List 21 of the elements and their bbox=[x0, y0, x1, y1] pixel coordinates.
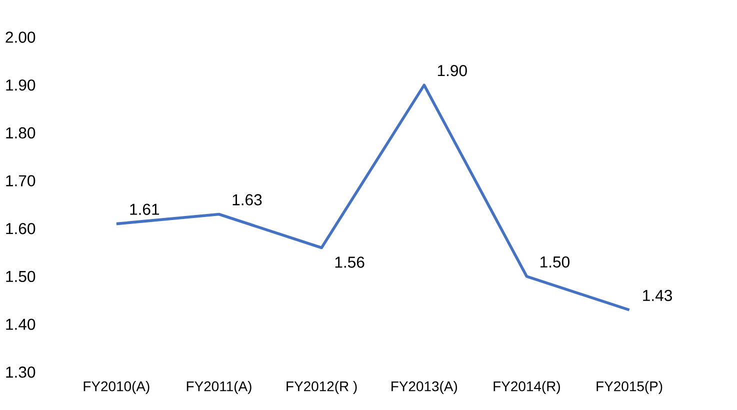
y-tick-label: 1.90 bbox=[6, 79, 36, 91]
y-tick-label: 1.30 bbox=[6, 366, 36, 378]
x-tick-label: FY2014(R) bbox=[494, 380, 560, 394]
y-tick-label: 1.50 bbox=[6, 270, 36, 282]
data-label: 1.56 bbox=[335, 256, 364, 268]
x-tick-label: FY2015(P) bbox=[596, 380, 662, 394]
x-tick-label: FY2013(A) bbox=[392, 380, 458, 394]
y-tick-label: 1.70 bbox=[6, 175, 36, 186]
line-series bbox=[115, 84, 631, 312]
y-tick-label: 1.60 bbox=[6, 222, 36, 234]
data-label: 1.43 bbox=[643, 290, 672, 301]
y-tick-label: 2.00 bbox=[6, 31, 36, 43]
data-label: 1.50 bbox=[540, 256, 570, 268]
data-label: 1.63 bbox=[232, 194, 262, 206]
y-tick-label: 1.80 bbox=[6, 127, 36, 138]
y-tick-label: 1.40 bbox=[6, 318, 36, 330]
data-label: 1.61 bbox=[130, 204, 160, 215]
x-tick-label: FY2011(A) bbox=[186, 380, 252, 394]
data-label: 1.90 bbox=[438, 64, 467, 76]
x-tick-label: FY2010(A) bbox=[84, 380, 150, 394]
x-tick-label: FY2012(R ) bbox=[286, 380, 357, 394]
